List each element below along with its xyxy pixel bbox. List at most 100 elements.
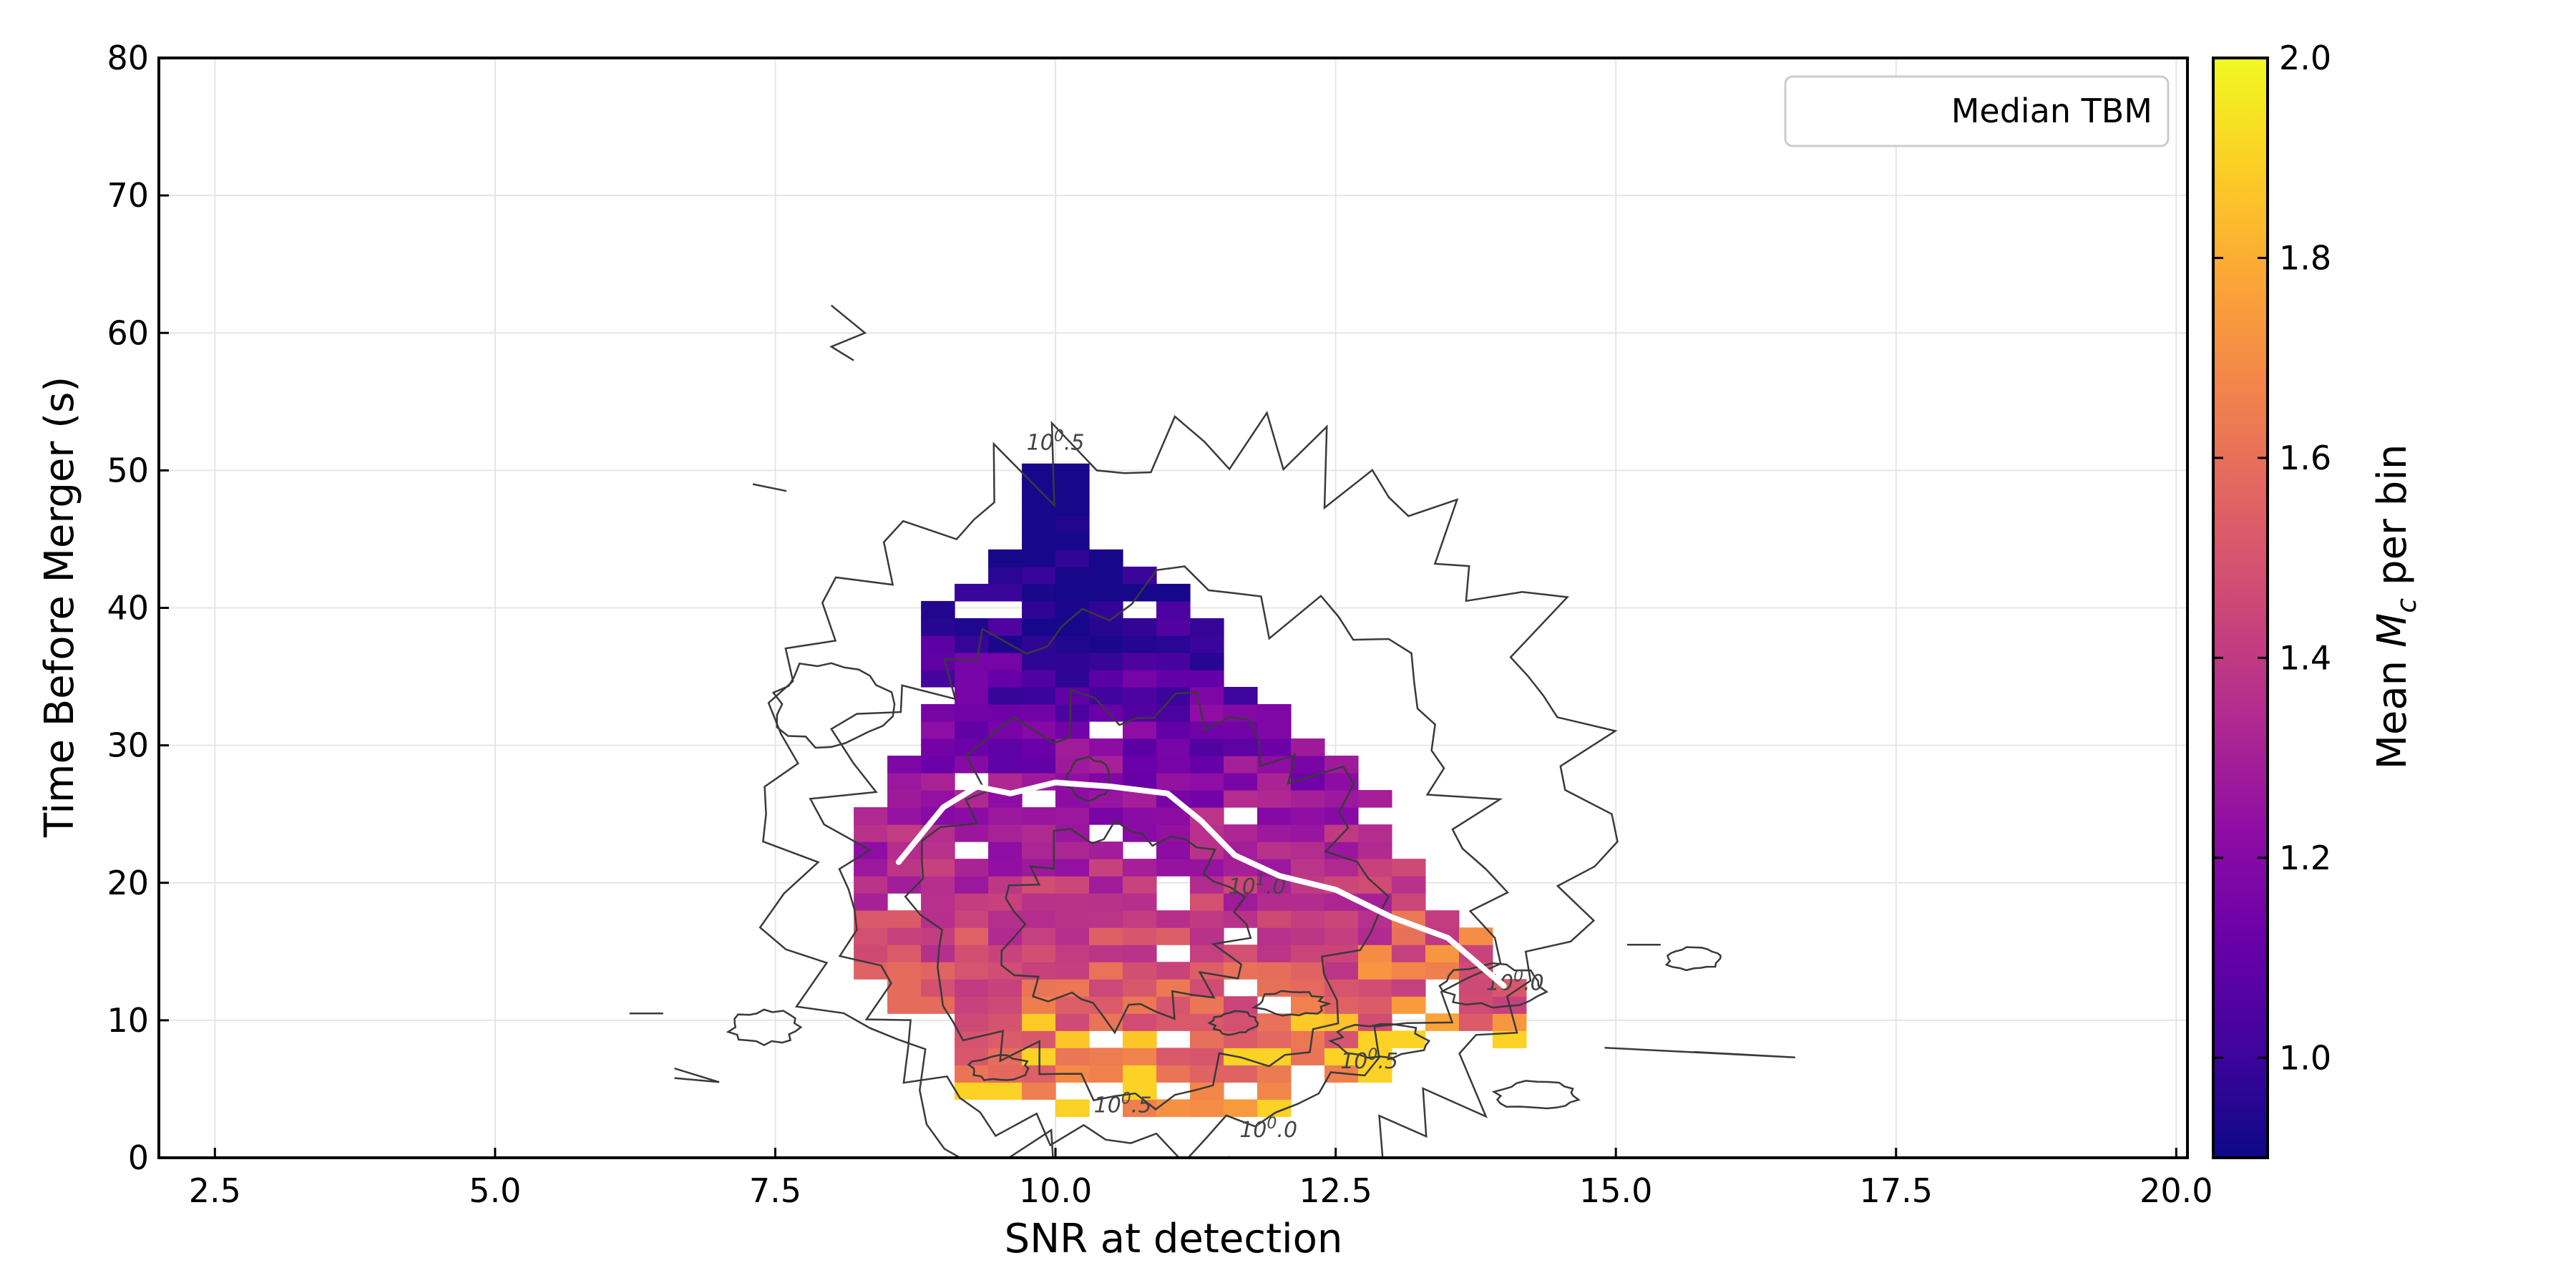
heatmap-cell (921, 876, 955, 894)
y-tick-label: 50 (107, 451, 149, 489)
heatmap-cell (1290, 807, 1325, 825)
heatmap-cell (1055, 532, 1090, 550)
heatmap-cell (1022, 669, 1056, 688)
heatmap-cell (1055, 790, 1090, 808)
heatmap-cell (988, 841, 1023, 859)
heatmap-cell (988, 652, 1023, 670)
heatmap-cell (1257, 945, 1292, 962)
y-tick-label: 70 (107, 176, 149, 215)
heatmap-cell (988, 979, 1023, 997)
heatmap-cell (1089, 1013, 1123, 1031)
heatmap-cell (1324, 790, 1359, 808)
heatmap-cell (1089, 566, 1123, 585)
colorbar (2212, 57, 2269, 1159)
heatmap-cell (1089, 669, 1123, 688)
heatmap-cell (988, 824, 1023, 842)
heatmap-cell (1022, 807, 1056, 825)
contour-island (1491, 1080, 1581, 1110)
heatmap-cell (988, 996, 1023, 1014)
heatmap-cell (1324, 910, 1359, 928)
heatmap-cell (955, 910, 989, 928)
heatmap-cell (1391, 996, 1426, 1014)
heatmap-cell (1223, 773, 1258, 791)
heatmap-cell (854, 824, 888, 842)
heatmap-cell (955, 945, 989, 962)
heatmap-cell (854, 927, 888, 945)
heatmap-cell (1290, 824, 1325, 842)
heatmap-cell (1290, 910, 1325, 928)
heatmap-cell (955, 859, 989, 877)
heatmap-cell (955, 652, 989, 670)
heatmap-cell (854, 807, 888, 825)
heatmap-cell (955, 669, 989, 688)
heatmap-cell (921, 979, 955, 997)
heatmap-cell (1257, 893, 1292, 911)
heatmap-cell (1089, 962, 1123, 980)
heatmap-cell (1156, 583, 1191, 602)
heatmap-cell (1324, 859, 1359, 877)
heatmap-cell (1089, 686, 1123, 705)
heatmap-cell (1189, 1099, 1224, 1117)
colorbar-tick-label: 2.0 (2279, 39, 2331, 77)
legend-entry-median-tbm: Median TBM (1951, 92, 2152, 130)
heatmap-cell (1156, 962, 1191, 980)
heatmap-cell (1391, 1030, 1426, 1048)
y-tick-label: 40 (107, 589, 149, 628)
contour-segment (829, 304, 867, 361)
colorbar-tick-label: 1.8 (2279, 238, 2331, 277)
colorbar-tick-label: 1.6 (2279, 439, 2331, 477)
heatmap-cell (1123, 893, 1157, 911)
contour-label: 101.0 (1229, 872, 1287, 899)
heatmap-cell (1156, 703, 1191, 722)
heatmap-cell (1290, 893, 1325, 911)
heatmap-cell (887, 996, 922, 1014)
heatmap-cell (1324, 824, 1359, 842)
heatmap-cell (1089, 618, 1123, 636)
heatmap-cell (1123, 945, 1157, 962)
heatmap-cell (1189, 738, 1224, 756)
heatmap-cell (1022, 583, 1056, 602)
heatmap-cell (1189, 790, 1224, 808)
heatmap-cell (1257, 1082, 1292, 1100)
heatmap-cell (1089, 841, 1123, 859)
contour-label: 100.5 (1027, 428, 1085, 456)
heatmap-cell (921, 859, 955, 877)
heatmap-cell (1458, 979, 1493, 997)
heatmap-cell (1123, 910, 1157, 928)
heatmap-cell (1055, 549, 1090, 567)
heatmap-cell (955, 893, 989, 911)
heatmap-cell (1290, 996, 1325, 1014)
heatmap-cell (1022, 549, 1056, 567)
heatmap-cell (1055, 996, 1090, 1014)
heatmap-cell (1357, 927, 1392, 945)
heatmap-cell (955, 996, 989, 1014)
y-tick-label: 10 (107, 1001, 149, 1040)
heatmap-cell (1055, 859, 1090, 877)
heatmap-cell (887, 773, 922, 791)
contour-segment (1604, 1047, 1795, 1058)
heatmap-cell (1324, 962, 1359, 980)
heatmap-cell (1089, 703, 1123, 722)
heatmap-cell (988, 1082, 1023, 1100)
x-tick-label: 7.5 (749, 1171, 801, 1210)
heatmap-cell (1089, 910, 1123, 928)
heatmap-cell (1257, 807, 1292, 825)
heatmap-cell (1290, 859, 1325, 877)
heatmap-cell (1257, 1065, 1292, 1083)
heatmap-cell (1022, 686, 1056, 705)
heatmap-cell (1055, 669, 1090, 688)
heatmap-cell (1055, 824, 1090, 842)
heatmap-cell (1123, 1099, 1157, 1117)
heatmap-cell (988, 566, 1023, 585)
heatmap-cell (1189, 910, 1224, 928)
heatmap-cell (955, 1013, 989, 1031)
heatmap-cell (955, 1082, 989, 1100)
heatmap-cell (1022, 600, 1056, 619)
heatmap-cell (1492, 1013, 1527, 1031)
heatmap-cell (988, 893, 1023, 911)
heatmap-cell (887, 859, 922, 877)
heatmap-cell (921, 996, 955, 1014)
heatmap-cell (988, 1013, 1023, 1031)
heatmap-cell (854, 876, 888, 894)
heatmap-cell (921, 773, 955, 791)
